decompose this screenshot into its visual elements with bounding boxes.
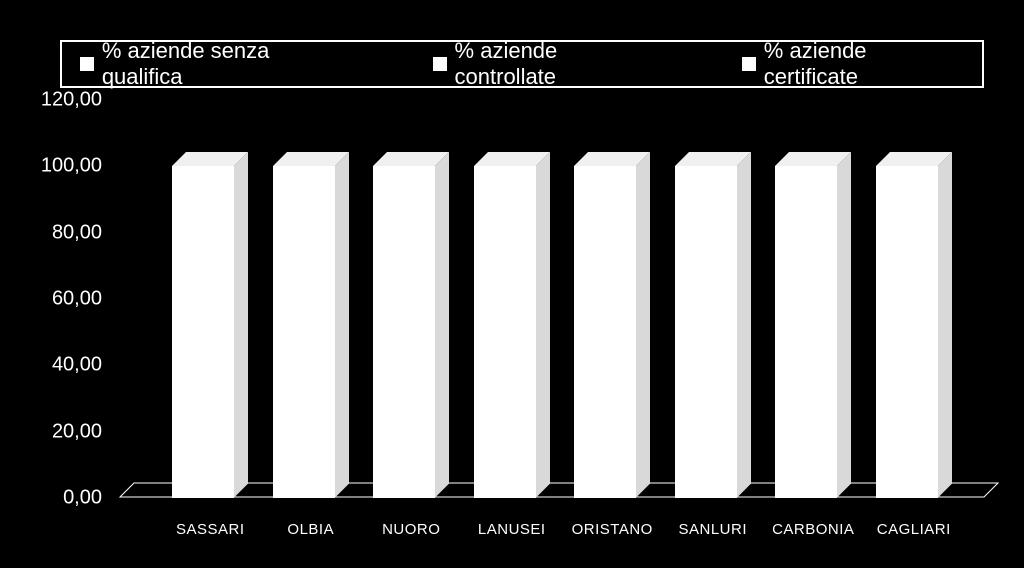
y-tick-label: 0,00: [2, 487, 102, 510]
bar-front: [474, 166, 536, 498]
bar-side: [636, 152, 650, 498]
bar-side: [737, 152, 751, 498]
bar-front: [574, 166, 636, 498]
x-tick-label: LANUSEI: [462, 521, 563, 538]
legend: % aziende senza qualifica % aziende cont…: [60, 40, 984, 88]
x-tick-label: NUORO: [361, 521, 462, 538]
bar-front: [876, 166, 938, 498]
bar-slot: [864, 100, 965, 498]
y-tick-label: 80,00: [2, 221, 102, 244]
bars-container: [160, 100, 964, 498]
legend-swatch-icon: [80, 57, 94, 71]
x-axis-labels: SASSARIOLBIANUOROLANUSEIORISTANOSANLURIC…: [160, 521, 964, 538]
bar-top: [273, 152, 349, 166]
bar: [474, 166, 550, 498]
bar-front: [775, 166, 837, 498]
bar: [775, 166, 851, 498]
bar-slot: [462, 100, 563, 498]
bar: [172, 166, 248, 498]
bar-front: [273, 166, 335, 498]
bar-top: [876, 152, 952, 166]
legend-item: % aziende certificate: [742, 38, 964, 90]
bar-slot: [361, 100, 462, 498]
legend-item: % aziende senza qualifica: [80, 38, 353, 90]
bar-front: [172, 166, 234, 498]
bar: [273, 166, 349, 498]
bar-side: [234, 152, 248, 498]
bar-slot: [663, 100, 764, 498]
bar-front: [373, 166, 435, 498]
x-tick-label: CAGLIARI: [864, 521, 965, 538]
bar-top: [574, 152, 650, 166]
bar-side: [435, 152, 449, 498]
bar-top: [373, 152, 449, 166]
x-tick-label: SANLURI: [663, 521, 764, 538]
legend-label: % aziende controllate: [455, 38, 662, 90]
bar-top: [172, 152, 248, 166]
bar-side: [837, 152, 851, 498]
bar-top: [775, 152, 851, 166]
y-tick-label: 60,00: [2, 288, 102, 311]
bar-side: [335, 152, 349, 498]
legend-swatch-icon: [742, 57, 756, 71]
y-tick-label: 100,00: [2, 155, 102, 178]
y-tick-label: 40,00: [2, 354, 102, 377]
bar-side: [938, 152, 952, 498]
bar: [574, 166, 650, 498]
y-axis-labels: 0,0020,0040,0060,0080,00100,00120,00: [0, 100, 110, 498]
legend-label: % aziende senza qualifica: [102, 38, 353, 90]
bar-slot: [160, 100, 261, 498]
x-tick-label: ORISTANO: [562, 521, 663, 538]
y-tick-label: 20,00: [2, 420, 102, 443]
plot-area: [120, 100, 984, 498]
bar-side: [536, 152, 550, 498]
x-tick-label: CARBONIA: [763, 521, 864, 538]
y-tick-label: 120,00: [2, 89, 102, 112]
legend-item: % aziende controllate: [433, 38, 662, 90]
bar-slot: [562, 100, 663, 498]
bar-front: [675, 166, 737, 498]
bar: [675, 166, 751, 498]
bar-top: [474, 152, 550, 166]
bar-slot: [261, 100, 362, 498]
legend-swatch-icon: [433, 57, 447, 71]
x-tick-label: SASSARI: [160, 521, 261, 538]
bar: [876, 166, 952, 498]
x-tick-label: OLBIA: [261, 521, 362, 538]
legend-label: % aziende certificate: [764, 38, 964, 90]
bar-top: [675, 152, 751, 166]
bar: [373, 166, 449, 498]
bar-slot: [763, 100, 864, 498]
chart-container: % aziende senza qualifica % aziende cont…: [0, 0, 1024, 568]
